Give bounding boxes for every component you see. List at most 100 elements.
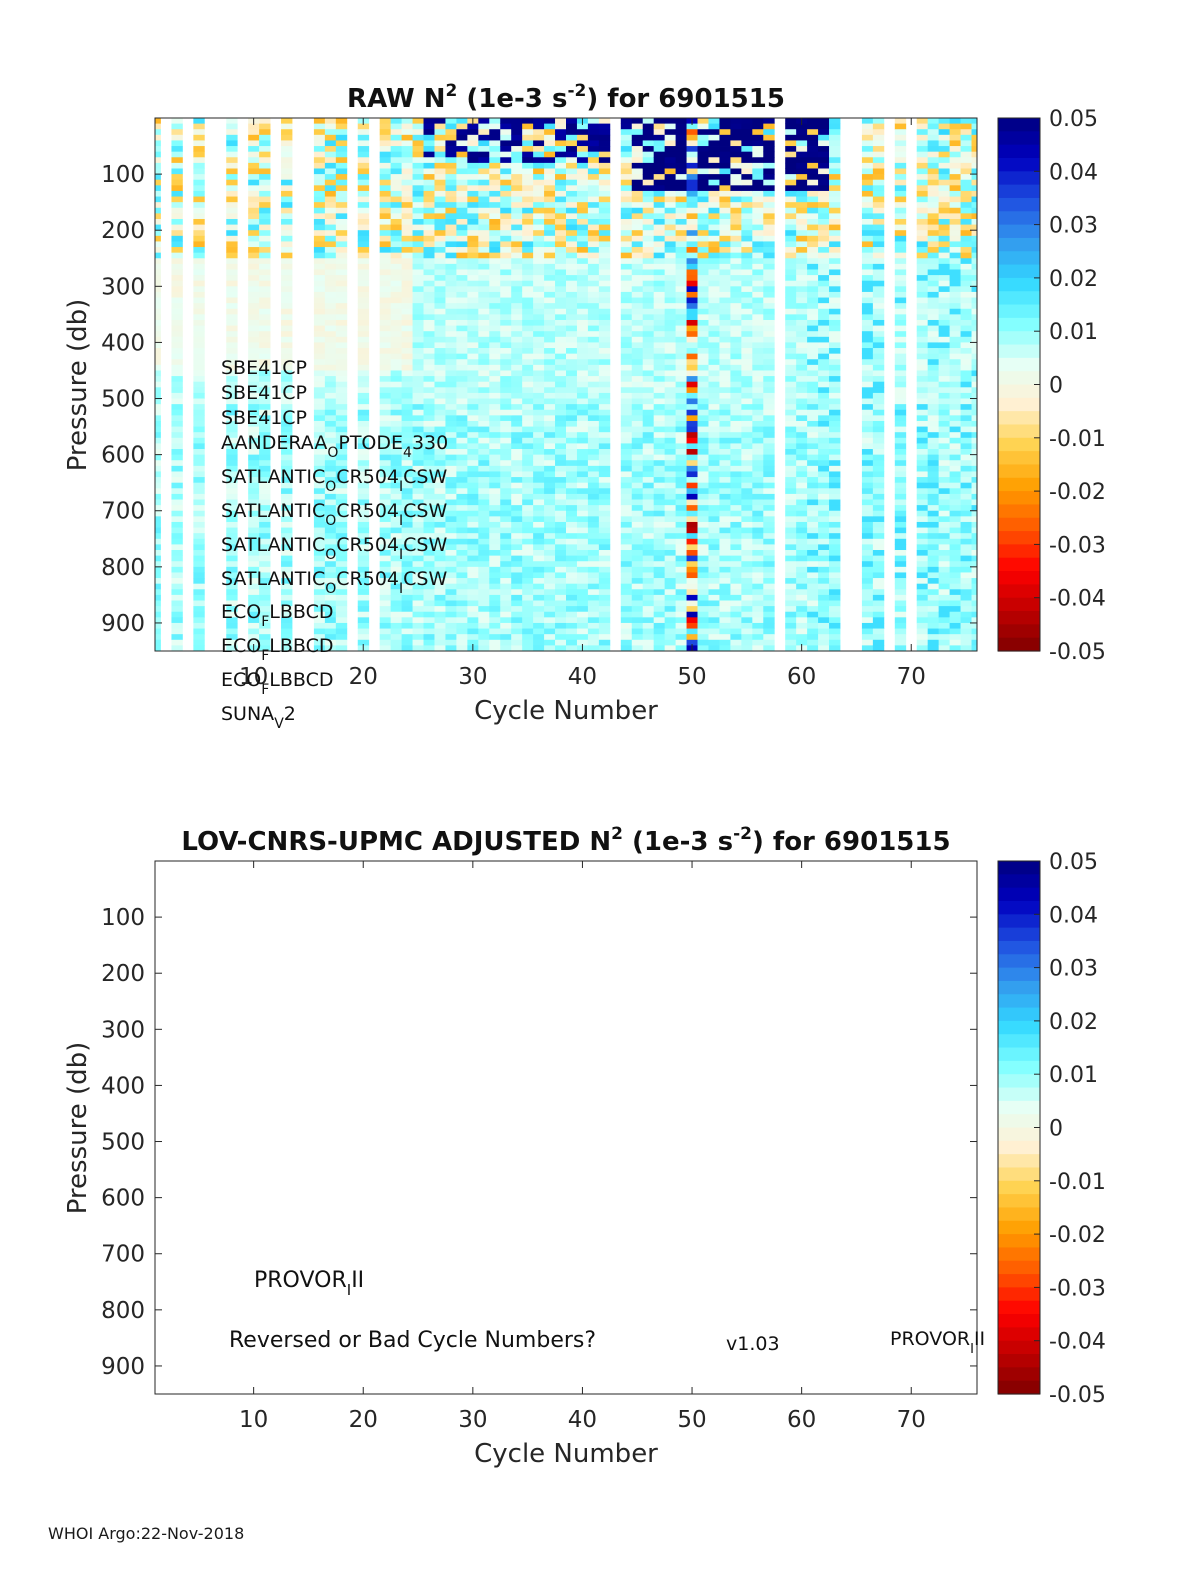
raw-heatmap-cell xyxy=(861,168,874,175)
raw-heatmap-cell xyxy=(226,420,238,427)
raw-heatmap-cell xyxy=(741,146,753,153)
raw-heatmap-cell xyxy=(719,488,731,495)
raw-heatmap-cell xyxy=(664,600,676,607)
raw-heatmap-cell xyxy=(379,555,392,562)
raw-heatmap-cell xyxy=(248,606,260,613)
raw-heatmap-cell xyxy=(489,353,501,360)
raw-heatmap-cell xyxy=(533,174,545,181)
raw-heatmap-cell xyxy=(566,297,578,304)
raw-heatmap-cell xyxy=(566,235,578,242)
raw-heatmap-cell xyxy=(763,376,775,383)
raw-heatmap-cell xyxy=(620,443,633,450)
raw-heatmap-cell xyxy=(456,286,468,293)
raw-heatmap-cell xyxy=(335,544,348,551)
raw-heatmap-cell xyxy=(730,280,742,287)
raw-heatmap-cell xyxy=(445,594,457,601)
raw-heatmap-cell xyxy=(598,398,611,405)
raw-heatmap-cell xyxy=(335,174,348,181)
raw-heatmap-cell xyxy=(423,348,435,355)
raw-heatmap-cell xyxy=(171,247,183,254)
raw-heatmap-cell xyxy=(401,622,413,629)
raw-heatmap-cell xyxy=(566,179,578,186)
raw-heatmap-cell xyxy=(719,426,731,433)
raw-heatmap-cell xyxy=(861,432,874,439)
raw-heatmap-cell xyxy=(697,482,709,489)
raw-heatmap-cell xyxy=(664,134,676,141)
raw-heatmap-cell xyxy=(587,606,600,613)
raw-heatmap-cell xyxy=(697,123,709,130)
raw-heatmap-cell xyxy=(719,634,731,641)
raw-heatmap-cell xyxy=(566,308,578,315)
raw-heatmap-cell xyxy=(631,521,644,528)
raw-heatmap-cell xyxy=(259,168,271,175)
raw-heatmap-cell xyxy=(763,482,775,489)
raw-heatmap-cell xyxy=(544,415,556,422)
raw-heatmap-cell xyxy=(555,129,567,136)
raw-heatmap-cell xyxy=(686,533,698,540)
raw-heatmap-cell xyxy=(576,555,589,562)
raw-heatmap-cell xyxy=(155,645,161,652)
raw-heatmap-cell xyxy=(555,218,567,225)
raw-heatmap-cell xyxy=(335,190,348,197)
raw-heatmap-cell xyxy=(818,606,830,613)
raw-heatmap-cell xyxy=(741,151,753,158)
raw-heatmap-cell xyxy=(357,454,370,461)
raw-heatmap-cell xyxy=(642,426,655,433)
raw-heatmap-cell xyxy=(434,162,446,169)
raw-heatmap-cell xyxy=(357,550,370,557)
raw-heatmap-cell xyxy=(445,583,457,590)
raw-heatmap-cell xyxy=(587,381,600,388)
raw-heatmap-cell xyxy=(226,297,238,304)
raw-heatmap-cell xyxy=(730,325,742,332)
raw-heatmap-cell xyxy=(357,600,370,607)
raw-heatmap-cell xyxy=(335,185,348,192)
raw-heatmap-cell xyxy=(675,572,687,579)
raw-heatmap-cell xyxy=(642,594,655,601)
raw-heatmap-cell xyxy=(324,622,337,629)
raw-heatmap-cell xyxy=(587,437,600,444)
raw-heatmap-cell xyxy=(226,465,238,472)
raw-heatmap-cell xyxy=(171,550,183,557)
raw-heatmap-cell xyxy=(861,645,874,652)
raw-heatmap-cell xyxy=(555,482,567,489)
raw-heatmap-cell xyxy=(719,275,731,282)
raw-heatmap-cell xyxy=(544,196,556,203)
raw-heatmap-cell xyxy=(281,359,293,366)
raw-heatmap-cell xyxy=(248,376,260,383)
raw-heatmap-cell xyxy=(335,336,348,343)
raw-heatmap-cell xyxy=(555,162,567,169)
raw-heatmap-cell xyxy=(861,449,874,456)
raw-heatmap-cell xyxy=(741,493,753,500)
raw-heatmap-cell xyxy=(467,392,479,399)
raw-heatmap-cell xyxy=(489,207,501,214)
raw-heatmap-cell xyxy=(155,325,161,332)
raw-heatmap-cell xyxy=(511,190,523,197)
raw-heatmap-cell xyxy=(379,174,392,181)
raw-heatmap-cell xyxy=(620,454,633,461)
raw-heatmap-cell xyxy=(281,151,293,158)
raw-heatmap-cell xyxy=(818,146,830,153)
raw-heatmap-cell xyxy=(807,202,819,209)
raw-heatmap-cell xyxy=(467,611,479,618)
raw-heatmap-cell xyxy=(259,443,271,450)
raw-heatmap-cell xyxy=(544,561,556,568)
raw-heatmap-cell xyxy=(741,432,753,439)
raw-heatmap-cell xyxy=(467,639,479,646)
raw-heatmap-cell xyxy=(248,325,260,332)
raw-heatmap-cell xyxy=(412,224,424,231)
raw-heatmap-cell xyxy=(653,174,666,181)
raw-heatmap-cell xyxy=(434,600,446,607)
raw-heatmap-cell xyxy=(259,370,271,377)
raw-heatmap-cell xyxy=(489,308,501,315)
raw-heatmap-cell xyxy=(675,611,687,618)
raw-heatmap-cell xyxy=(653,482,666,489)
raw-heatmap-cell xyxy=(478,387,490,394)
raw-heatmap-cell xyxy=(522,319,534,326)
raw-heatmap-cell xyxy=(741,561,753,568)
raw-heatmap-cell xyxy=(456,404,468,411)
raw-heatmap-cell xyxy=(566,634,578,641)
raw-heatmap-cell xyxy=(829,550,841,557)
raw-heatmap-cell xyxy=(576,123,589,130)
raw-heatmap-cell xyxy=(248,247,260,254)
raw-heatmap-cell xyxy=(259,258,271,265)
